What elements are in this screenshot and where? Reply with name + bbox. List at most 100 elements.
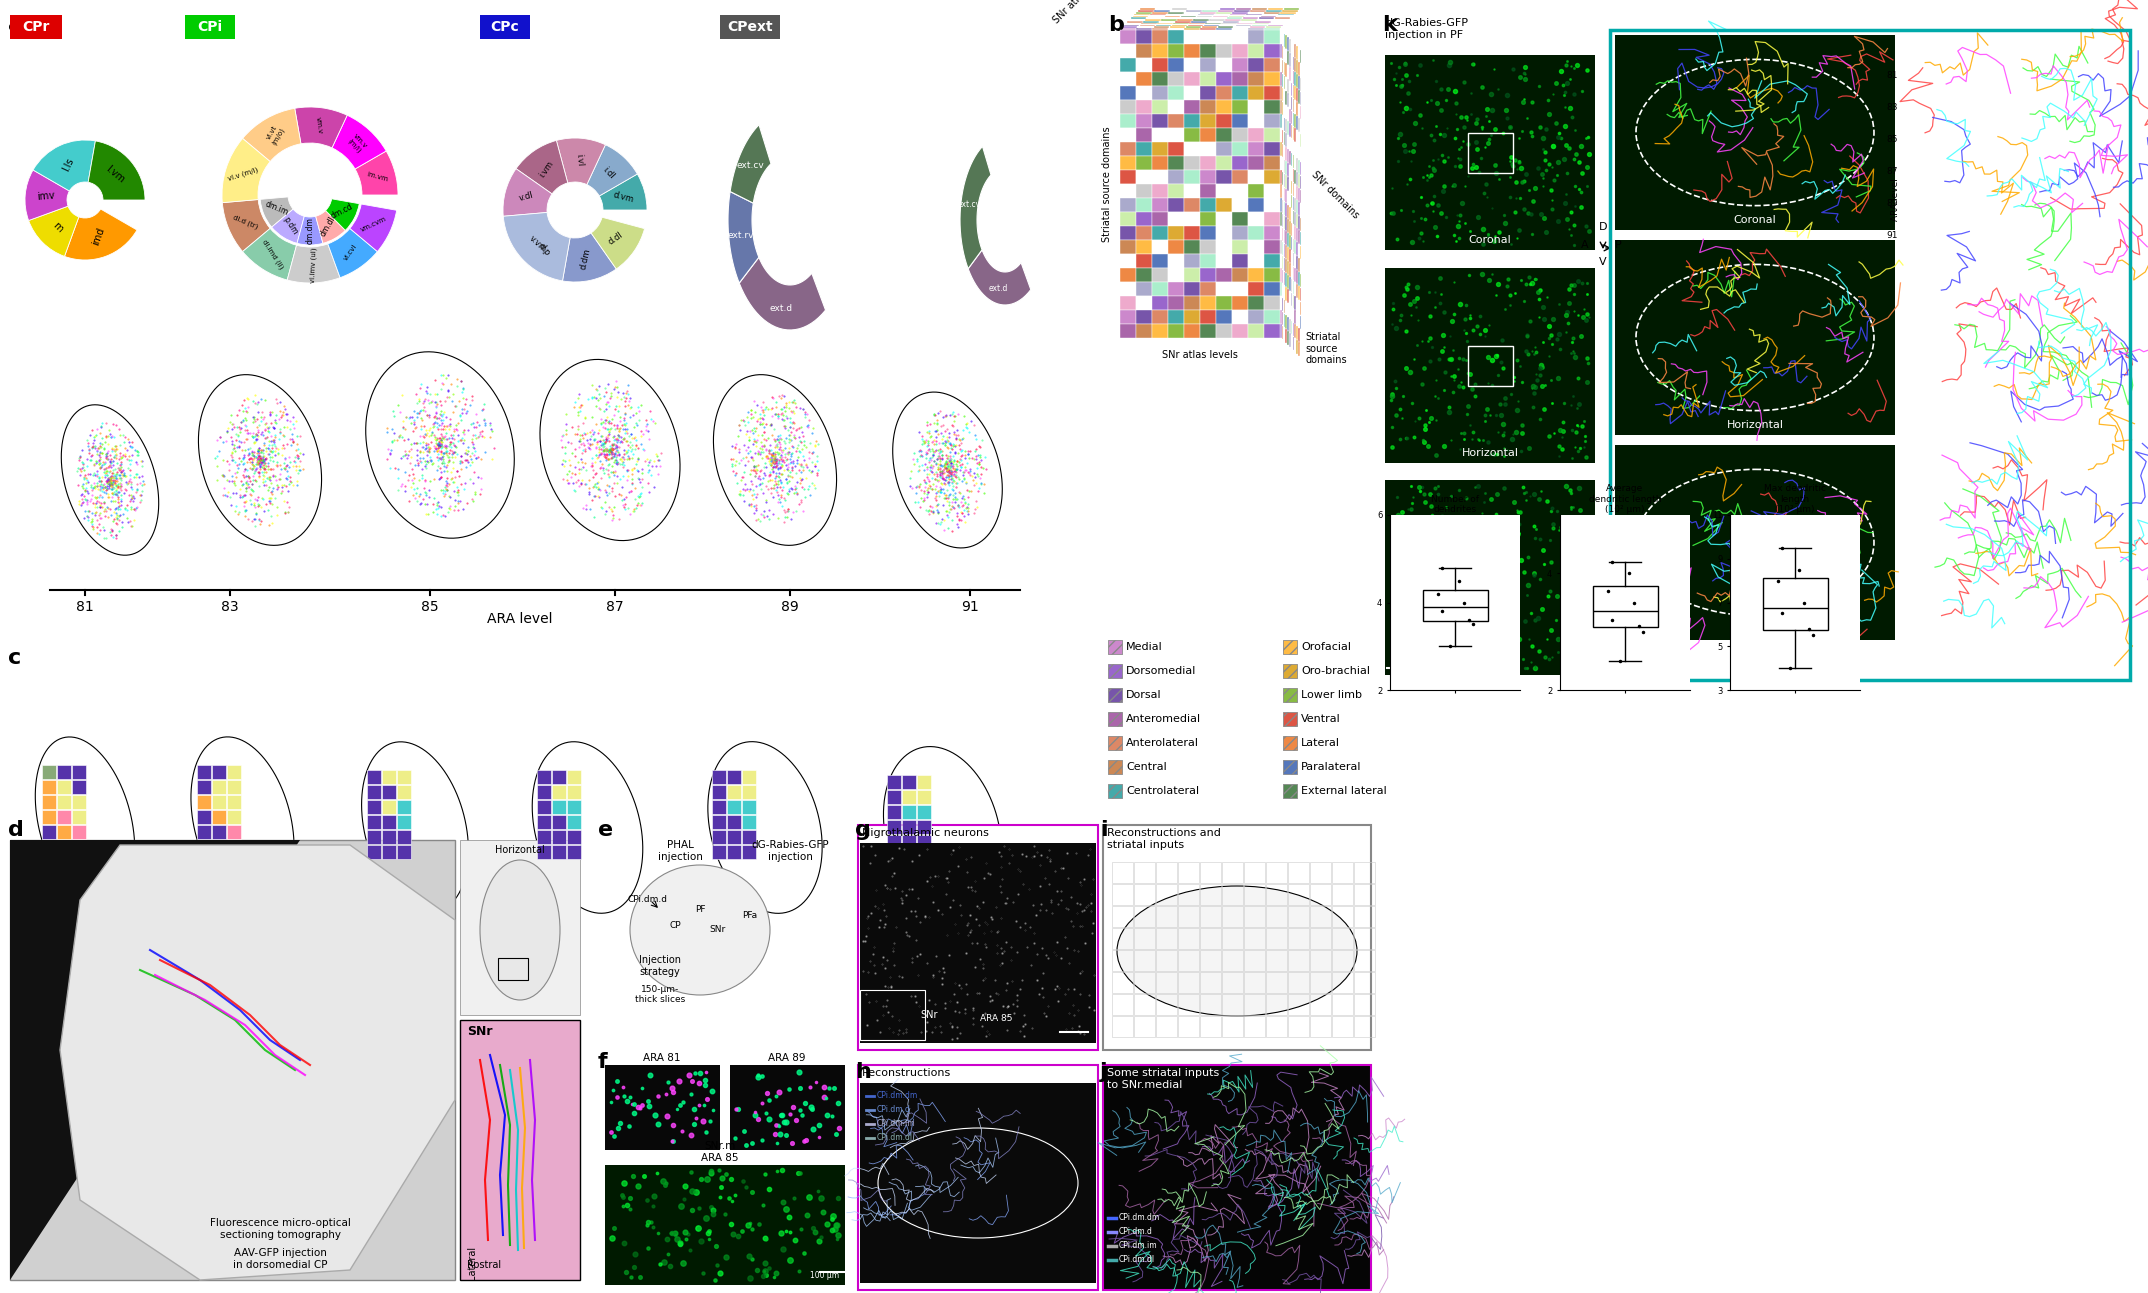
Text: f: f: [597, 1053, 608, 1072]
Bar: [1113, 928, 1132, 949]
Wedge shape: [350, 204, 397, 252]
Bar: [1244, 16, 1261, 17]
Bar: [1282, 640, 1297, 654]
Wedge shape: [333, 115, 387, 169]
Bar: [1233, 156, 1248, 169]
Text: dm.dl: dm.dl: [318, 215, 337, 238]
Bar: [1136, 44, 1151, 57]
Bar: [1353, 906, 1375, 927]
Polygon shape: [739, 257, 825, 330]
Wedge shape: [223, 199, 271, 252]
Bar: [1467, 132, 1512, 172]
Bar: [1233, 87, 1248, 100]
Bar: [213, 795, 226, 809]
Text: dm.dm: dm.dm: [305, 217, 314, 244]
Bar: [1467, 345, 1512, 385]
Bar: [741, 800, 756, 815]
Text: CPc: CPc: [490, 19, 520, 34]
Bar: [1201, 282, 1216, 296]
Bar: [1274, 17, 1291, 19]
Text: SNr: SNr: [466, 1025, 492, 1038]
Wedge shape: [26, 169, 69, 221]
Text: i.vm: i.vm: [537, 159, 554, 178]
Bar: [1310, 906, 1332, 927]
Bar: [367, 815, 380, 829]
Bar: [1267, 8, 1282, 10]
Wedge shape: [294, 107, 348, 147]
Wedge shape: [563, 233, 616, 282]
Wedge shape: [243, 229, 296, 281]
Ellipse shape: [629, 865, 769, 996]
Bar: [1248, 325, 1263, 337]
Bar: [1169, 296, 1184, 309]
Bar: [1119, 226, 1136, 239]
Bar: [902, 806, 915, 818]
Text: V: V: [1600, 257, 1607, 266]
Text: c: c: [9, 648, 21, 668]
Text: CPi.dm.dm: CPi.dm.dm: [876, 1091, 917, 1100]
Bar: [1151, 100, 1169, 114]
Bar: [1244, 17, 1259, 19]
Bar: [1280, 12, 1295, 13]
Bar: [1248, 142, 1263, 155]
Text: Rostral: Rostral: [466, 1259, 500, 1270]
Bar: [1222, 972, 1244, 993]
Bar: [1136, 128, 1151, 141]
Bar: [1248, 72, 1263, 85]
Bar: [1248, 28, 1263, 30]
Bar: [1263, 72, 1280, 85]
Bar: [1259, 17, 1274, 19]
Text: Nigrothalamic neurons: Nigrothalamic neurons: [861, 828, 988, 838]
Bar: [1353, 884, 1375, 905]
Polygon shape: [11, 840, 301, 1280]
Bar: [1201, 268, 1216, 282]
Bar: [43, 825, 56, 839]
Bar: [1201, 226, 1216, 239]
Bar: [537, 815, 552, 829]
Bar: [367, 846, 380, 859]
Bar: [1136, 198, 1151, 212]
Bar: [1248, 58, 1263, 71]
Bar: [1216, 128, 1231, 141]
Bar: [1209, 19, 1224, 21]
Text: Reconstructions and
striatal inputs: Reconstructions and striatal inputs: [1106, 828, 1220, 850]
Bar: [1169, 325, 1184, 337]
Bar: [1184, 226, 1199, 239]
Bar: [1216, 169, 1231, 184]
Polygon shape: [728, 191, 758, 283]
Wedge shape: [503, 212, 569, 281]
Bar: [1151, 198, 1169, 212]
Bar: [1160, 21, 1175, 22]
Bar: [1233, 240, 1248, 253]
Bar: [1169, 12, 1184, 13]
Bar: [1233, 30, 1248, 44]
Bar: [1169, 100, 1184, 114]
Bar: [1184, 156, 1199, 169]
Bar: [711, 830, 726, 844]
Bar: [1184, 169, 1199, 184]
Bar: [1201, 156, 1216, 169]
Bar: [1156, 928, 1177, 949]
Wedge shape: [516, 141, 567, 194]
Bar: [1119, 198, 1136, 212]
Bar: [1265, 12, 1280, 13]
Bar: [1151, 184, 1169, 198]
Bar: [1248, 282, 1263, 296]
Bar: [1615, 35, 1895, 230]
Bar: [1248, 87, 1263, 100]
Bar: [1136, 310, 1151, 323]
Bar: [228, 780, 241, 794]
PathPatch shape: [1764, 578, 1828, 631]
Bar: [1265, 1016, 1287, 1037]
Text: 89: 89: [1886, 199, 1899, 207]
Bar: [1244, 1016, 1265, 1037]
Bar: [1201, 12, 1216, 13]
Bar: [1244, 994, 1265, 1015]
Text: e: e: [597, 820, 612, 840]
Bar: [498, 958, 528, 980]
Bar: [1263, 14, 1278, 16]
Text: ARA 81: ARA 81: [642, 1053, 681, 1063]
Bar: [1254, 23, 1269, 25]
Bar: [460, 840, 580, 1015]
Text: dm.cd: dm.cd: [329, 202, 354, 221]
